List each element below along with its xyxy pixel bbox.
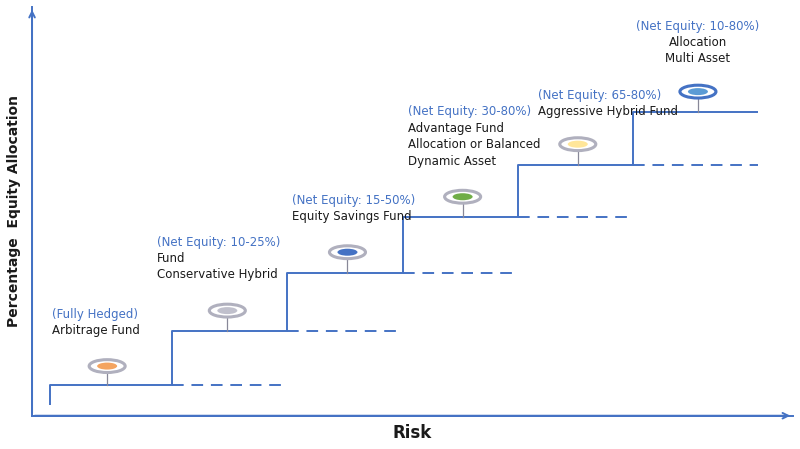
Text: (Net Equity: 10-80%): (Net Equity: 10-80%) [636,20,759,33]
Text: Allocation: Allocation [669,36,727,49]
Text: (Fully Hedged): (Fully Hedged) [52,308,138,321]
Ellipse shape [568,141,588,148]
Ellipse shape [89,360,125,373]
Text: Multi Asset: Multi Asset [666,53,730,66]
Ellipse shape [218,307,238,314]
Text: Allocation or Balanced: Allocation or Balanced [407,138,540,151]
Ellipse shape [210,304,246,317]
Text: (Net Equity: 30-80%): (Net Equity: 30-80%) [407,106,530,119]
Ellipse shape [445,190,481,203]
Text: (Net Equity: 10-25%): (Net Equity: 10-25%) [158,236,281,249]
Ellipse shape [453,193,473,200]
Text: Conservative Hybrid: Conservative Hybrid [158,269,278,282]
Text: Arbitrage Fund: Arbitrage Fund [52,324,140,337]
Text: Equity Savings Fund: Equity Savings Fund [292,210,412,223]
X-axis label: Risk: Risk [393,424,432,442]
Ellipse shape [680,85,716,98]
Ellipse shape [330,246,366,259]
Ellipse shape [97,363,117,370]
Text: Dynamic Asset: Dynamic Asset [407,154,496,167]
Text: Fund: Fund [158,252,186,265]
Text: (Net Equity: 15-50%): (Net Equity: 15-50%) [292,194,416,207]
Y-axis label: Percentage  Equity Allocation: Percentage Equity Allocation [7,95,21,327]
Ellipse shape [338,249,358,256]
Text: Aggressive Hybrid Fund: Aggressive Hybrid Fund [538,105,678,118]
Ellipse shape [688,88,708,95]
Ellipse shape [560,138,596,150]
Text: Advantage Fund: Advantage Fund [407,122,503,135]
Text: (Net Equity: 65-80%): (Net Equity: 65-80%) [538,88,661,101]
